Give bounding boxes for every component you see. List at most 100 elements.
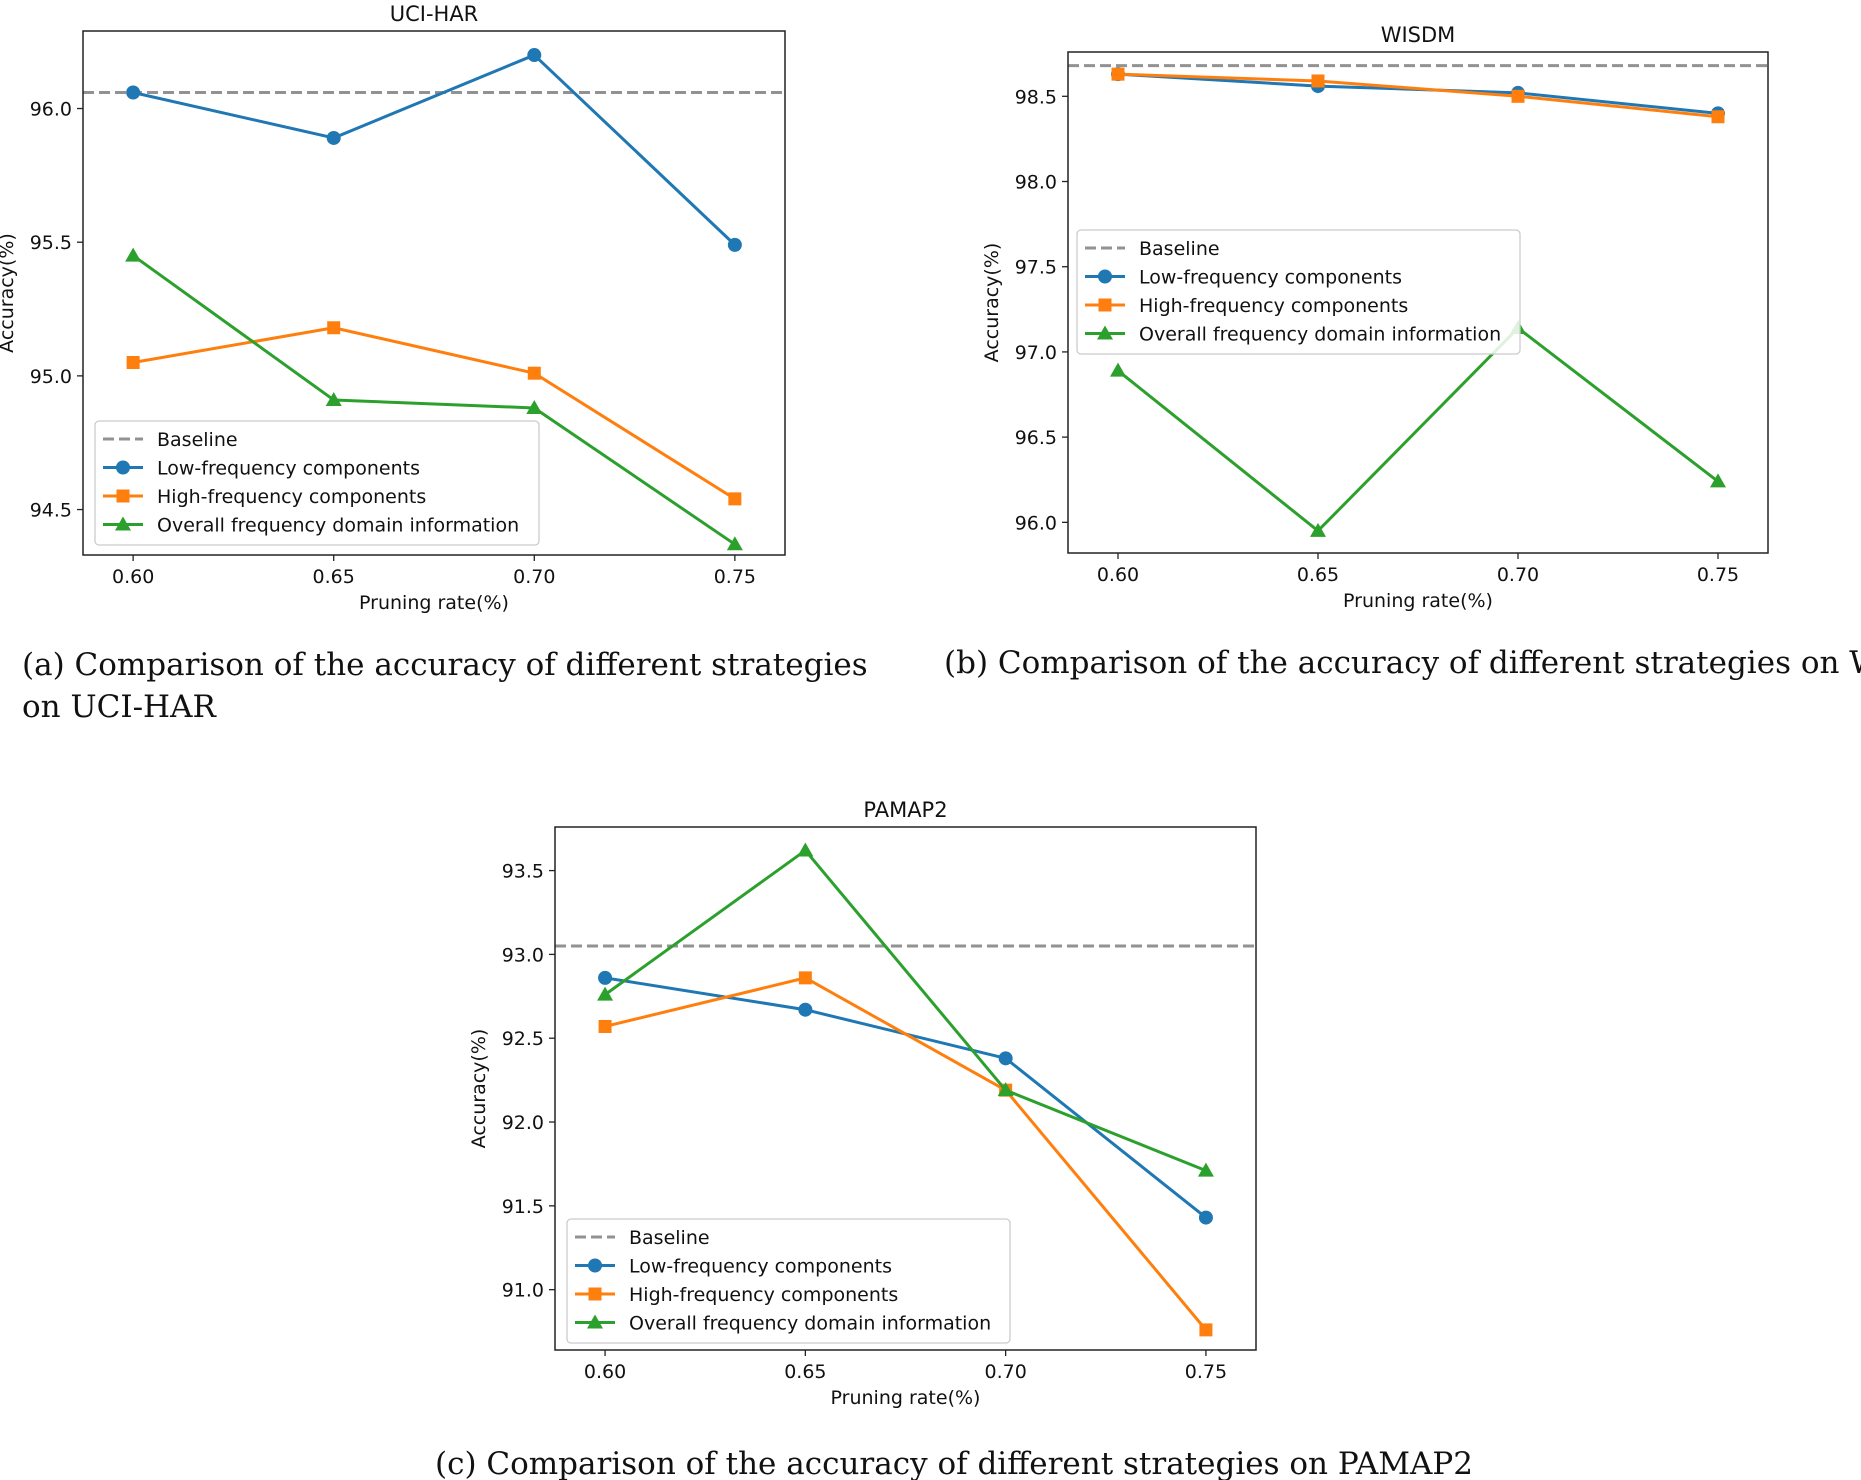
y-tick-label: 93.0	[502, 944, 544, 966]
legend-swatch-marker	[588, 1287, 602, 1301]
y-tick-label: 95.0	[30, 366, 72, 388]
data-point	[1197, 1162, 1214, 1177]
series-line-2	[604, 976, 1208, 1331]
y-tick-label: 94.5	[30, 500, 72, 522]
x-tick-label: 0.65	[1297, 564, 1339, 586]
series-line-2	[1117, 72, 1719, 119]
data-point	[727, 237, 742, 252]
legend-swatch-marker	[588, 1258, 602, 1273]
legend: Baseline Low-frequency components High-fre…	[94, 420, 540, 546]
y-tick-label: 91.0	[502, 1280, 544, 1302]
series-line-2	[132, 326, 736, 501]
data-point	[598, 1019, 612, 1033]
legend-label: Low-frequency components	[157, 458, 420, 480]
axes-frame	[554, 826, 1257, 1351]
series-line-3	[604, 848, 1207, 1173]
data-point	[1710, 473, 1726, 488]
x-tick-label: 0.75	[714, 566, 756, 588]
axes-frame	[82, 30, 786, 556]
data-point	[726, 536, 743, 551]
axes-frame	[1067, 51, 1769, 554]
data-point	[527, 48, 542, 63]
data-point	[997, 1082, 1014, 1097]
data-point	[728, 492, 742, 506]
y-tick-label: 96.0	[1015, 512, 1057, 534]
series-line-3	[1117, 326, 1719, 533]
y-tick-label: 98.5	[1015, 86, 1057, 108]
y-tick-label: 91.5	[502, 1196, 544, 1218]
data-point	[798, 1002, 813, 1017]
chart-panel-3: PAMAP2 0.60 0.65 0.70 0.75 91.0 91.5 92.0 92.5 93…	[435, 798, 1473, 1480]
caption: (c) Comparison of the accuracy of differ…	[435, 1446, 1473, 1480]
legend-swatch-marker	[1097, 325, 1113, 340]
x-tick-label: 0.65	[784, 1361, 826, 1383]
legend-label: High-frequency components	[157, 486, 426, 508]
data-point	[1511, 89, 1525, 103]
x-axis-label: Pruning rate(%)	[359, 592, 509, 614]
data-point	[325, 391, 342, 406]
y-axis-label: Accuracy(%)	[981, 243, 1003, 363]
y-tick-label: 92.0	[502, 1112, 544, 1134]
data-point	[126, 85, 141, 100]
legend-label: Baseline	[1139, 238, 1220, 260]
x-tick-label: 0.60	[112, 566, 154, 588]
caption: (b) Comparison of the accuracy of differ…	[944, 645, 1861, 681]
data-point	[597, 986, 614, 1001]
x-tick-label: 0.70	[513, 566, 555, 588]
legend-swatch-marker	[116, 460, 130, 475]
series-line-3	[132, 254, 736, 546]
data-point	[1711, 110, 1725, 124]
chart-title: UCI-HAR	[390, 2, 479, 26]
data-point	[126, 356, 140, 370]
legend: Baseline Low-frequency components High-fre…	[566, 1218, 1011, 1344]
legend-swatch-marker	[116, 489, 130, 503]
y-axis-label: Accuracy(%)	[468, 1029, 490, 1149]
data-point	[1111, 67, 1125, 81]
x-tick-label: 0.65	[313, 566, 355, 588]
legend-swatch-marker	[1098, 298, 1112, 312]
legend-swatch-marker	[1098, 269, 1112, 284]
caption: (a) Comparison of the accuracy of differ…	[22, 647, 868, 725]
legend-label: Overall frequency domain information	[157, 515, 519, 537]
x-tick-label: 0.70	[1497, 564, 1539, 586]
legend-label: Low-frequency components	[629, 1256, 892, 1278]
chart-title: PAMAP2	[863, 798, 947, 822]
data-point	[326, 130, 341, 145]
y-tick-label: 96.5	[1015, 427, 1057, 449]
legend-swatch-marker	[115, 516, 131, 531]
x-tick-label: 0.75	[1185, 1361, 1227, 1383]
y-tick-label: 93.5	[502, 861, 544, 883]
x-tick-label: 0.70	[984, 1361, 1026, 1383]
y-tick-label: 97.5	[1015, 257, 1057, 279]
data-point	[998, 1051, 1013, 1066]
x-axis-label: Pruning rate(%)	[1343, 590, 1493, 612]
legend-label: Overall frequency domain information	[629, 1313, 991, 1335]
legend-box	[566, 1218, 1011, 1344]
legend-box	[94, 420, 540, 546]
x-axis-label: Pruning rate(%)	[831, 1387, 981, 1409]
y-axis-label: Accuracy(%)	[0, 233, 18, 353]
data-point	[527, 366, 541, 380]
series-line-1	[132, 53, 736, 246]
y-tick-label: 92.5	[502, 1028, 544, 1050]
data-point	[797, 842, 814, 857]
chart-panel-2: WISDM 0.60 0.65 0.70 0.75 96.0 96.5 97.0 97.5 98.…	[944, 23, 1861, 681]
legend-label: Baseline	[157, 429, 238, 451]
legend-label: Baseline	[629, 1227, 710, 1249]
y-tick-label: 97.0	[1015, 342, 1057, 364]
data-point	[1311, 74, 1325, 88]
chart-panel-1: UCI-HAR 0.60 0.65 0.70 0.75 94.5 95.0 95.5 96.0 P…	[0, 2, 868, 725]
y-tick-label: 95.5	[30, 232, 72, 254]
legend-swatch-marker	[587, 1314, 603, 1329]
data-point	[598, 970, 613, 985]
legend-label: Low-frequency components	[1139, 267, 1402, 289]
data-point	[1310, 522, 1326, 537]
data-point	[1110, 362, 1126, 377]
legend-label: High-frequency components	[629, 1284, 898, 1306]
x-tick-label: 0.60	[584, 1361, 626, 1383]
caption-line-1: (a) Comparison of the accuracy of differ…	[22, 647, 868, 683]
x-tick-label: 0.60	[1097, 564, 1139, 586]
data-point	[798, 971, 812, 985]
legend-label: Overall frequency domain information	[1139, 324, 1501, 346]
